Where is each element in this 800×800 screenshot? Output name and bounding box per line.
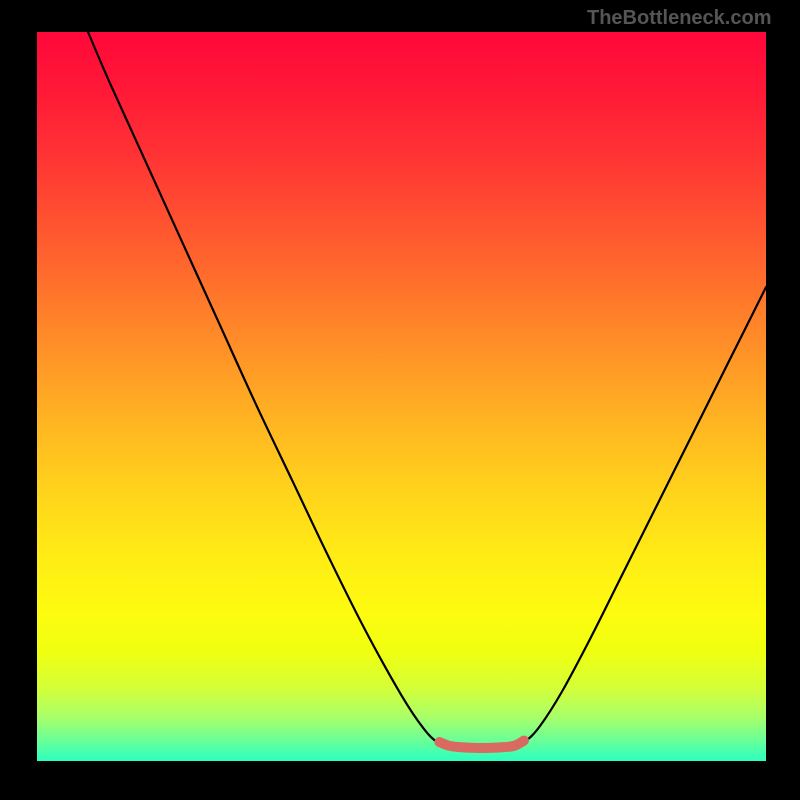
plot-area: [37, 32, 766, 761]
chart-container: TheBottleneck.com: [0, 0, 800, 800]
gradient-background: [37, 32, 766, 761]
watermark-text: TheBottleneck.com: [587, 7, 771, 30]
